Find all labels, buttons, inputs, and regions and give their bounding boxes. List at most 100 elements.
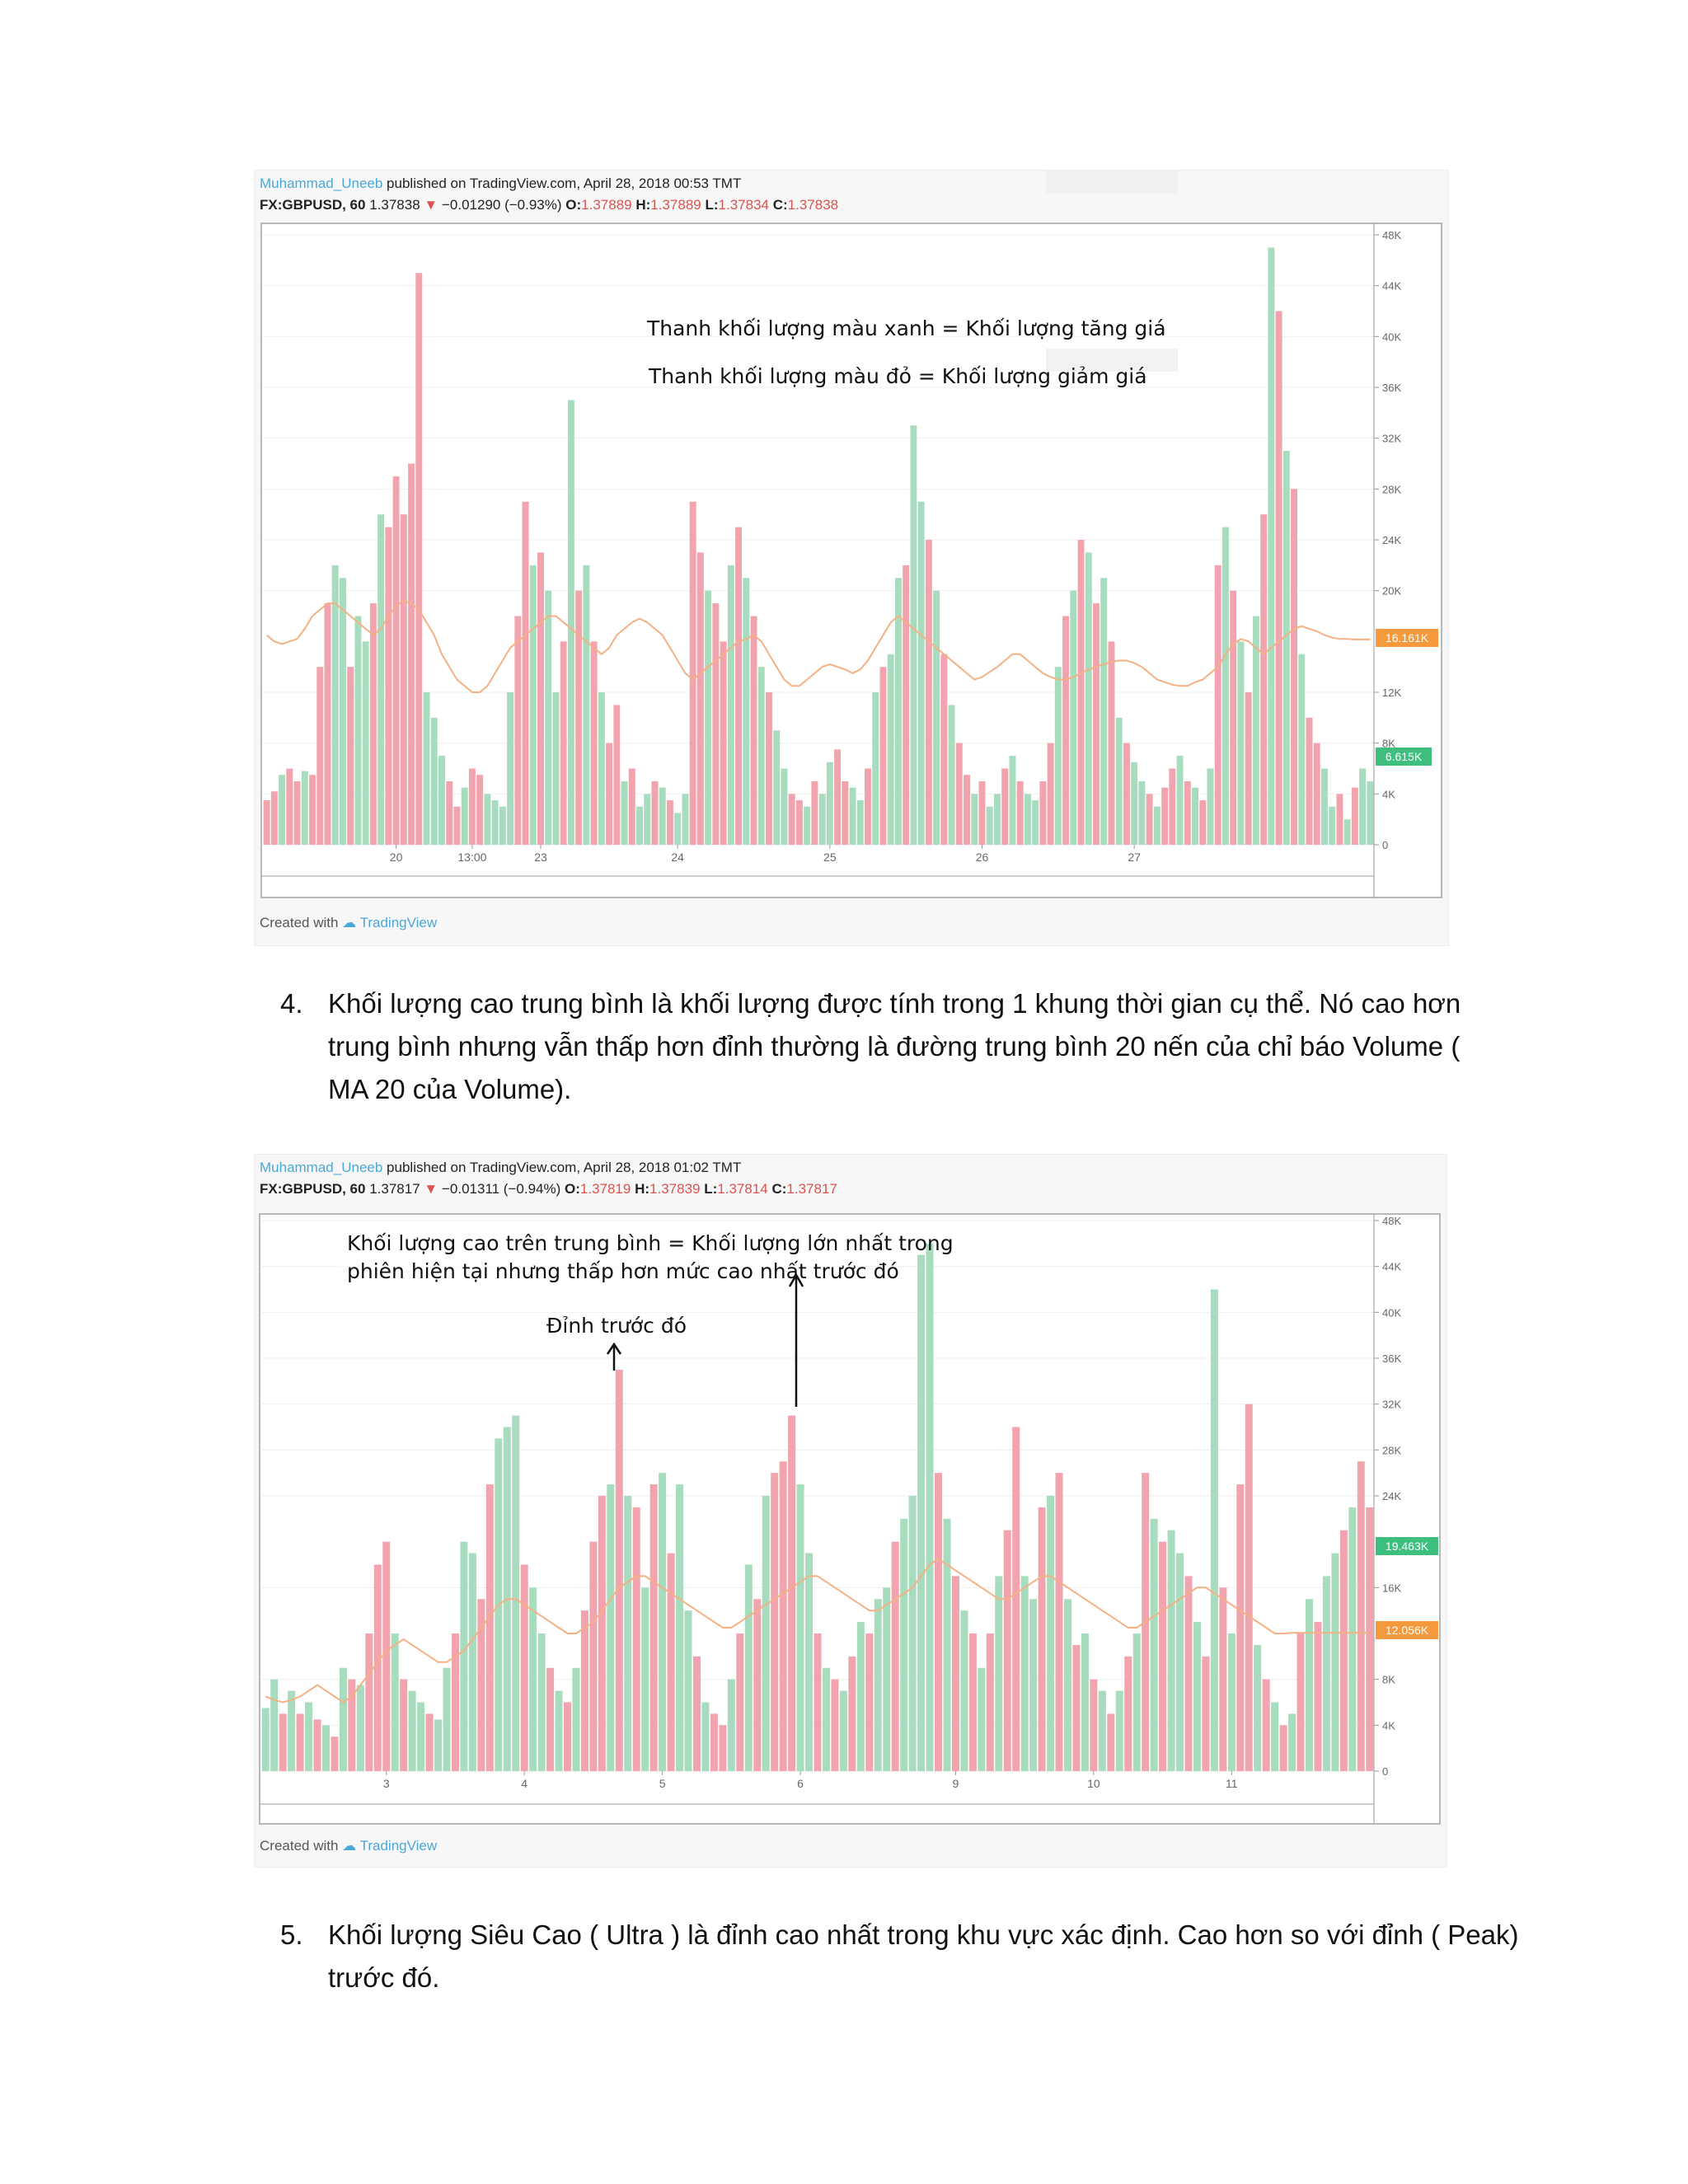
- volume-bar: [1020, 1576, 1029, 1771]
- volume-bar: [865, 768, 871, 845]
- volume-bar: [773, 730, 781, 845]
- volume-bar: [834, 749, 842, 845]
- volume-bar: [822, 1667, 830, 1771]
- volume-bar: [719, 1725, 727, 1771]
- volume-bar: [313, 1719, 321, 1771]
- volume-bar: [900, 1518, 908, 1771]
- volume-bar: [590, 641, 598, 845]
- volume-badge: 6.615K: [1376, 748, 1432, 766]
- volume-bar: [917, 501, 925, 845]
- volume-bar: [788, 1415, 796, 1771]
- volume-bar: [288, 1690, 296, 1771]
- volume-bar: [552, 692, 560, 845]
- volume-bar: [362, 641, 369, 845]
- volume-bar: [537, 552, 544, 845]
- volume-bar: [451, 1633, 459, 1771]
- volume-bar: [1115, 717, 1123, 845]
- volume-bar: [811, 780, 818, 845]
- volume-bar: [1237, 641, 1245, 845]
- volume-bar: [1296, 1633, 1305, 1771]
- volume-bar: [537, 1633, 546, 1771]
- y-tick-label: 16K: [1382, 1582, 1401, 1594]
- volume-bar: [1367, 780, 1374, 845]
- close-label: C:: [772, 197, 788, 213]
- volume-bar: [339, 578, 346, 845]
- close-value: 1.37817: [786, 1181, 837, 1197]
- tradingview-brand[interactable]: TradingView: [359, 915, 438, 930]
- volume-bar: [354, 616, 362, 845]
- x-tick-label: 26: [976, 851, 989, 864]
- volume-bar: [356, 1685, 364, 1771]
- volume-bar: [1336, 794, 1343, 845]
- volume-bar: [468, 768, 476, 845]
- volume-bar: [735, 527, 743, 845]
- volume-bar: [753, 1599, 762, 1771]
- volume-bar: [589, 1541, 598, 1771]
- high-label: H:: [635, 1181, 650, 1197]
- volume-bar: [580, 1610, 588, 1771]
- volume-bar: [1339, 1530, 1348, 1771]
- volume-bar: [727, 1679, 735, 1771]
- volume-bar: [309, 775, 316, 845]
- volume-bar: [705, 590, 712, 845]
- volume-bar: [971, 794, 978, 845]
- volume-bar: [842, 780, 849, 845]
- svg-text:19.463K: 19.463K: [1386, 1540, 1429, 1553]
- volume-bar: [598, 692, 605, 845]
- volume-bar: [373, 1564, 382, 1771]
- volume-bar: [460, 1541, 468, 1771]
- volume-bar: [514, 616, 522, 845]
- author-link[interactable]: Muhammad_Uneeb: [260, 176, 383, 191]
- volume-bar: [348, 1679, 356, 1771]
- volume-bar: [1275, 311, 1282, 845]
- volume-bar: [1029, 1599, 1038, 1771]
- volume-bar: [1192, 787, 1198, 845]
- arrow-up-icon: [606, 1342, 622, 1371]
- volume-bar: [710, 1713, 718, 1771]
- volume-bar: [1124, 1656, 1132, 1771]
- volume-bar: [583, 565, 590, 845]
- ma-line: [265, 599, 1371, 693]
- volume-bar: [894, 578, 902, 845]
- x-tick-label: 4: [521, 1777, 528, 1790]
- open-value: 1.37819: [579, 1181, 631, 1197]
- volume-bar: [485, 1484, 494, 1771]
- volume-bar: [507, 692, 514, 845]
- author-link[interactable]: Muhammad_Uneeb: [260, 1160, 383, 1175]
- y-tick-label: 0: [1382, 839, 1388, 851]
- volume-bar: [1184, 1576, 1193, 1771]
- volume-bar: [347, 667, 354, 845]
- volume-bar: [529, 1587, 537, 1771]
- volume-bar: [879, 667, 887, 845]
- last-price: 1.37817: [369, 1181, 420, 1197]
- x-tick-label: 24: [671, 851, 684, 864]
- volume-bar: [1001, 768, 1009, 845]
- volume-bar: [1366, 1507, 1374, 1771]
- chart-figure-2: Muhammad_Uneeb published on TradingView.…: [254, 1154, 1447, 1868]
- volume-bar: [572, 1667, 580, 1771]
- volume-bar: [1003, 1530, 1011, 1771]
- volume-bar: [1268, 247, 1275, 846]
- volume-bar: [529, 565, 537, 845]
- tradingview-brand[interactable]: TradingView: [359, 1838, 438, 1854]
- volume-bar: [649, 1484, 658, 1771]
- open-label: O:: [565, 1181, 580, 1197]
- volume-bar: [805, 1553, 814, 1771]
- paragraph-4: 4. Khối lượng cao trung bình là khối lượ…: [280, 982, 1517, 1114]
- volume-bar: [316, 667, 324, 845]
- volume-bar: [377, 514, 385, 845]
- volume-bar: [606, 743, 613, 845]
- volume-bar: [1322, 1576, 1330, 1771]
- y-tick-label: 0: [1382, 1765, 1388, 1778]
- volume-bar: [1245, 1404, 1253, 1771]
- volume-bar: [1047, 743, 1054, 845]
- high-value: 1.37839: [649, 1181, 701, 1197]
- volume-bar: [910, 425, 917, 845]
- volume-bar: [856, 800, 864, 845]
- volume-bar: [453, 806, 461, 845]
- y-tick-label: 40K: [1382, 330, 1401, 343]
- volume-bar: [1298, 654, 1306, 845]
- volume-bar: [831, 1679, 839, 1771]
- x-tick-label: 13:00: [457, 851, 486, 864]
